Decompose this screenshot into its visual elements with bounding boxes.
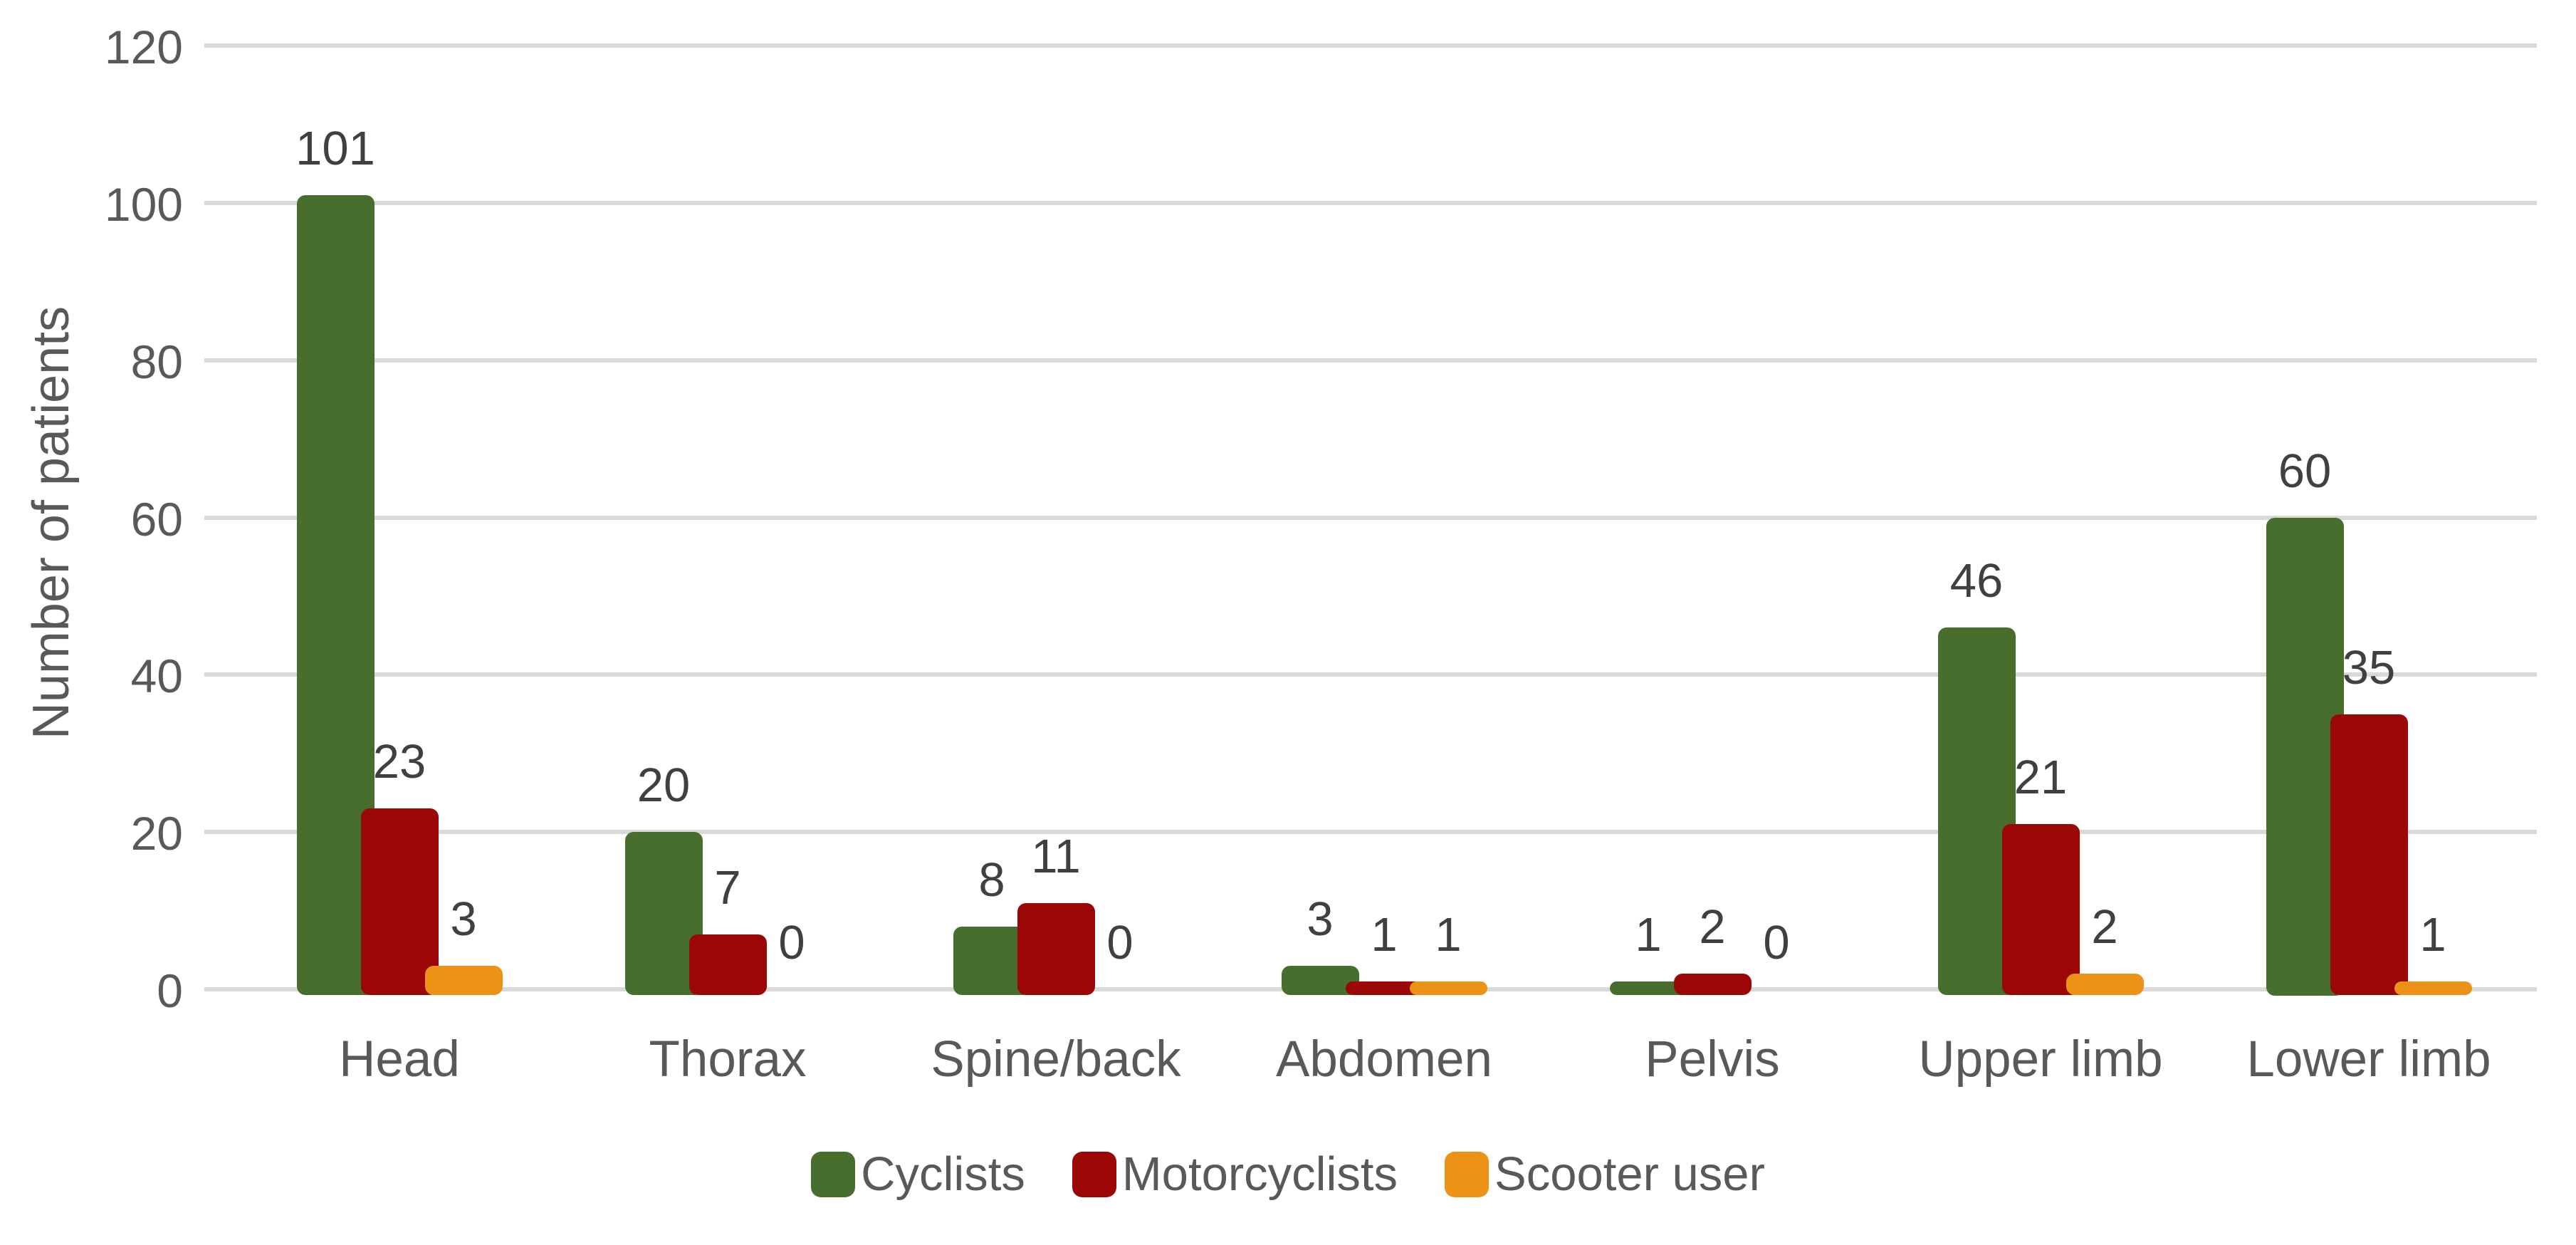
bar-motorcyclists [2002,824,2080,995]
data-label: 21 [2014,751,2068,804]
x-category-label: Thorax [649,1031,807,1088]
y-tick-label: 80 [130,335,183,388]
x-category-label: Head [339,1031,460,1088]
gridline [204,515,2537,520]
data-label: 3 [450,892,477,946]
bar-motorcyclists [1346,981,1423,995]
gridline [204,672,2537,677]
bar-motorcyclists [2330,714,2408,995]
x-category-label: Abdomen [1276,1031,1492,1088]
gridline [204,358,2537,363]
data-label: 20 [637,759,691,812]
data-label: 0 [778,916,805,969]
data-label: 2 [1699,900,1726,954]
x-category-label: Pelvis [1645,1031,1780,1088]
bar-scooter-user [425,966,503,995]
y-tick-label: 0 [157,964,183,1017]
y-tick-label: 40 [130,650,183,703]
bar-scooter-user [1410,981,1487,995]
legend-label: Motorcyclists [1121,1147,1398,1201]
gridline [204,43,2537,48]
data-label: 3 [1307,892,1334,946]
data-label: 35 [2342,641,2396,694]
bar-scooter-user [2394,981,2472,995]
data-label: 11 [1031,830,1081,883]
data-label: 101 [295,122,375,175]
data-label: 23 [372,735,426,788]
data-label: 0 [1763,916,1790,969]
data-label: 8 [978,853,1005,907]
legend-item-cyclists: Cyclists [811,1150,1025,1199]
data-label: 7 [714,861,741,915]
gridline [204,200,2537,205]
legend-label: Cyclists [861,1147,1025,1201]
data-label: 1 [1635,908,1662,962]
legend-swatch-icon [1445,1152,1489,1197]
x-category-label: Upper limb [1918,1031,2163,1088]
data-label: 0 [1106,916,1133,969]
legend-item-scooter-user: Scooter user [1445,1150,1765,1199]
legend-label: Scooter user [1494,1147,1765,1201]
bar-motorcyclists [1674,974,1752,995]
x-category-label: Lower limb [2246,1031,2491,1088]
bar-motorcyclists [361,808,439,995]
bar-cyclists [1610,981,1687,995]
x-category-label: Spine/back [931,1031,1181,1088]
bar-scooter-user [2066,974,2144,995]
y-tick-label: 120 [104,21,183,73]
data-label: 46 [1949,554,2004,608]
bar-motorcyclists [689,934,767,995]
y-tick-label: 20 [130,807,183,860]
legend-item-motorcyclists: Motorcyclists [1072,1150,1398,1199]
data-label: 60 [2278,444,2332,498]
bar-motorcyclists [1017,903,1095,995]
legend-swatch-icon [811,1152,856,1197]
data-label: 2 [2091,900,2118,954]
data-label: 1 [1435,908,1462,962]
y-tick-label: 60 [130,492,183,546]
legend: Cyclists Motorcyclists Scooter user [0,1150,2576,1199]
data-label: 1 [1371,908,1398,962]
legend-swatch-icon [1072,1152,1116,1197]
gridline [204,830,2537,835]
y-tick-label: 100 [104,177,183,231]
data-label: 1 [2419,908,2446,962]
